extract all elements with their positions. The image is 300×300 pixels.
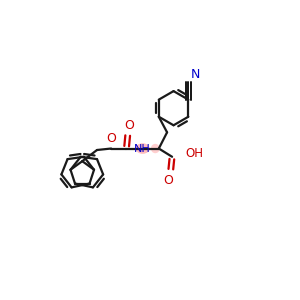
Text: O: O <box>106 132 116 145</box>
Text: O: O <box>163 174 173 187</box>
Text: OH: OH <box>185 147 203 160</box>
Ellipse shape <box>136 143 150 154</box>
Ellipse shape <box>151 144 160 153</box>
Text: N: N <box>190 68 200 81</box>
Text: NH: NH <box>134 143 151 154</box>
Text: O: O <box>125 119 135 132</box>
